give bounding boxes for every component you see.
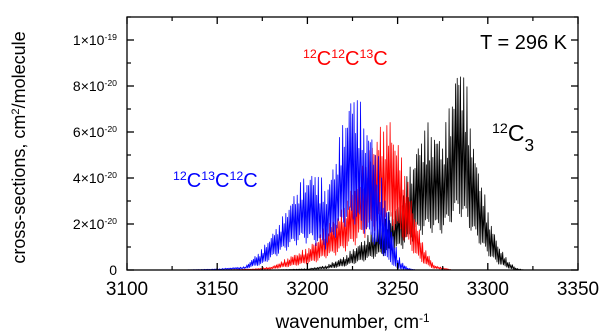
y-axis-title-tail: /molecule bbox=[9, 31, 29, 108]
series-label-part: C bbox=[317, 48, 331, 70]
x-tick-label: 3100 bbox=[106, 279, 148, 300]
series-label-part: 12 bbox=[492, 121, 508, 137]
y-tick-mantissa: 4×10 bbox=[73, 170, 105, 186]
y-tick-label: 1×10-19 bbox=[73, 32, 117, 48]
y-tick-exponent: -20 bbox=[104, 216, 117, 226]
series-line-12C3 bbox=[271, 76, 525, 271]
y-tick-exponent: -20 bbox=[104, 124, 117, 134]
series-label-part: C bbox=[243, 170, 257, 192]
axes-layer: 3100 3150 3200 3250 3300 335002×10-204×10-206… bbox=[9, 16, 599, 333]
x-axis-title-unit-exponent: -1 bbox=[419, 312, 429, 325]
temperature-annotation: T = 296 K bbox=[480, 32, 568, 54]
series-label-part: 13 bbox=[201, 169, 215, 183]
x-axis-title: wavenumber, cm-1 bbox=[274, 312, 429, 333]
y-axis-title-text: cross-sections, cm bbox=[9, 115, 29, 264]
series-label-12C3: 12C3 bbox=[492, 120, 534, 155]
y-tick-exponent: -19 bbox=[104, 32, 117, 42]
series-label-part: 12 bbox=[331, 47, 345, 61]
series-label-part: C bbox=[215, 170, 229, 192]
x-tick-label: 3150 bbox=[196, 279, 238, 300]
y-tick-mantissa: 2×10 bbox=[73, 216, 105, 232]
series-label-part: 13 bbox=[360, 47, 374, 61]
y-tick-label: 4×10-20 bbox=[73, 170, 117, 186]
x-tick-label: 3250 bbox=[376, 279, 418, 300]
series-label-part: C bbox=[345, 48, 359, 70]
y-tick-label: 2×10-20 bbox=[73, 216, 117, 232]
series-label-part: 12 bbox=[303, 47, 317, 61]
y-tick-exponent: -20 bbox=[104, 170, 117, 180]
x-tick-label: 3300 bbox=[467, 279, 509, 300]
series-label-part: 12 bbox=[173, 169, 187, 183]
y-axis-title: cross-sections, cm2/molecule bbox=[9, 31, 29, 263]
series-label-part: C bbox=[373, 48, 387, 70]
series-label-part: 3 bbox=[524, 135, 534, 155]
y-tick-mantissa: 8×10 bbox=[73, 78, 105, 94]
y-tick-mantissa: 1×10 bbox=[73, 32, 105, 48]
x-tick-label: 3350 bbox=[557, 279, 599, 300]
y-axis-title-unit-exponent: 2 bbox=[10, 108, 22, 114]
x-axis-title-text: wavenumber, cm bbox=[274, 312, 419, 333]
y-tick-label: 6×10-20 bbox=[73, 124, 117, 140]
series-label-12C13C12C: 12C13C12C bbox=[173, 169, 258, 192]
series-label-part: C bbox=[508, 120, 525, 146]
y-tick-mantissa: 6×10 bbox=[73, 124, 105, 140]
series-label-part: 12 bbox=[230, 169, 244, 183]
y-tick-label: 0 bbox=[109, 262, 117, 278]
y-tick-mantissa: 0 bbox=[109, 262, 117, 278]
y-tick-exponent: -20 bbox=[104, 78, 117, 88]
y-tick-label: 8×10-20 bbox=[73, 78, 117, 94]
x-tick-label: 3200 bbox=[286, 279, 328, 300]
series-label-12C12C13C: 12C12C13C bbox=[303, 47, 388, 70]
series-label-part: C bbox=[187, 170, 201, 192]
